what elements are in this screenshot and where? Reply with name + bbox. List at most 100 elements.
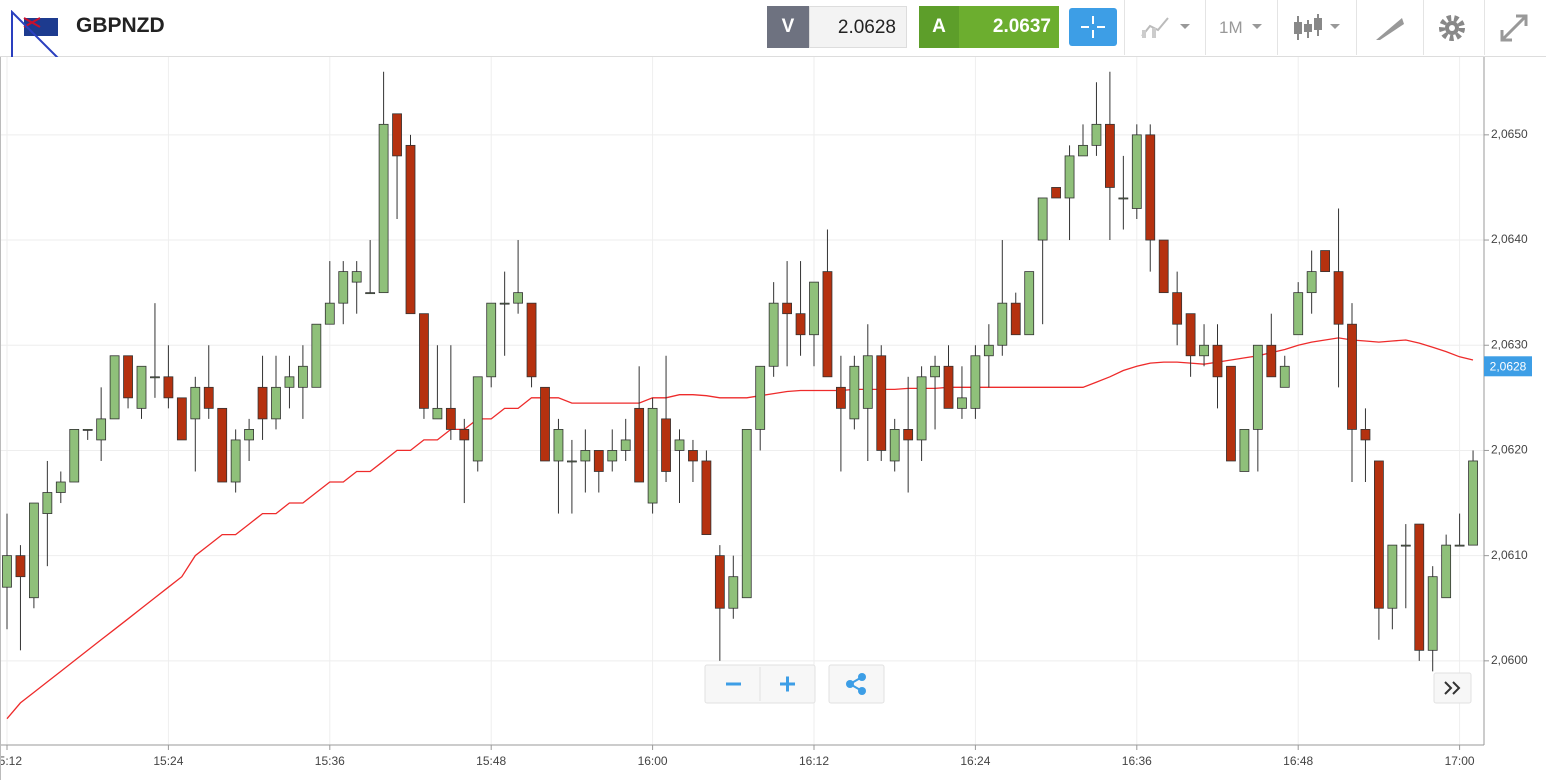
candle-body bbox=[257, 386, 268, 420]
y-tick-label: 2,0630 bbox=[1491, 337, 1528, 351]
bid-price[interactable]: 2.0628 bbox=[809, 6, 907, 48]
candle-body bbox=[1010, 302, 1021, 336]
share-button[interactable] bbox=[828, 664, 885, 704]
candle-body bbox=[836, 386, 846, 409]
candle-body bbox=[1199, 344, 1209, 357]
candle-body bbox=[1024, 271, 1035, 336]
candle-body bbox=[351, 271, 362, 283]
scroll-right-button[interactable] bbox=[1433, 672, 1472, 704]
chart-type-button[interactable] bbox=[1138, 14, 1194, 42]
fullscreen-button[interactable] bbox=[1498, 12, 1530, 44]
candle-body bbox=[1387, 544, 1398, 609]
candle-body bbox=[499, 302, 510, 305]
x-tick-label: 15:12 bbox=[0, 754, 22, 768]
candle-body bbox=[1051, 187, 1061, 199]
candle-body bbox=[782, 302, 792, 315]
candle-body bbox=[432, 407, 443, 420]
candle-body bbox=[1118, 197, 1129, 200]
candle-body bbox=[580, 450, 591, 462]
candle-body bbox=[809, 281, 819, 336]
last-price-label: 2,0628 bbox=[1490, 359, 1527, 373]
candle-body bbox=[943, 365, 954, 409]
ask-price[interactable]: 2.0637 bbox=[959, 6, 1059, 48]
candle-body bbox=[324, 302, 335, 325]
candle-body bbox=[701, 460, 712, 536]
candle-body bbox=[472, 376, 483, 462]
candle-body bbox=[42, 492, 53, 514]
share-icon-dot bbox=[858, 673, 866, 681]
candle-body bbox=[176, 397, 187, 441]
candle-body bbox=[1252, 344, 1263, 430]
separator bbox=[1205, 0, 1206, 55]
candle-body bbox=[526, 302, 537, 378]
candle-body bbox=[1266, 344, 1277, 378]
candle-body bbox=[69, 429, 80, 483]
candle-body bbox=[28, 502, 39, 599]
share-icon-dot bbox=[846, 680, 854, 688]
candle-body bbox=[2, 555, 12, 588]
candle-body bbox=[1158, 239, 1169, 294]
y-tick-label: 2,0600 bbox=[1491, 653, 1528, 667]
candle-body bbox=[768, 302, 779, 367]
crosshair-button[interactable] bbox=[1069, 8, 1117, 46]
separator bbox=[1423, 0, 1424, 55]
candle-body bbox=[297, 365, 308, 388]
share-icon-dot bbox=[858, 687, 866, 695]
candle-body bbox=[1131, 134, 1142, 209]
settings-button[interactable] bbox=[1436, 12, 1468, 44]
candle-body bbox=[540, 386, 550, 462]
separator bbox=[1356, 0, 1357, 55]
candle-body bbox=[15, 555, 26, 578]
x-tick-label: 16:00 bbox=[638, 754, 668, 768]
candle-body bbox=[284, 376, 295, 388]
candle-body bbox=[1212, 344, 1223, 378]
candle-body bbox=[1306, 271, 1317, 294]
candle-body bbox=[1441, 544, 1452, 599]
zoom-in-icon[interactable] bbox=[780, 676, 795, 692]
candle-body bbox=[957, 397, 967, 409]
candle-body bbox=[1374, 460, 1384, 609]
candle-body bbox=[1226, 365, 1236, 462]
candle-body bbox=[392, 113, 402, 157]
bid-label[interactable]: V bbox=[767, 6, 809, 48]
candle-body bbox=[136, 365, 147, 409]
x-tick-label: 15:36 bbox=[315, 754, 345, 768]
x-tick-label: 16:24 bbox=[960, 754, 990, 768]
candle-body bbox=[1347, 323, 1357, 430]
candle-body bbox=[244, 429, 255, 441]
candle-body bbox=[567, 460, 577, 463]
candle-body bbox=[1105, 123, 1115, 188]
timeframe[interactable]: 1M bbox=[1219, 18, 1243, 37]
candle-body bbox=[1293, 292, 1304, 336]
candle-body bbox=[1172, 292, 1183, 325]
y-tick-label: 2,0640 bbox=[1491, 232, 1528, 246]
candle-body bbox=[983, 344, 994, 357]
candle-body bbox=[513, 292, 523, 304]
candle-body bbox=[728, 576, 739, 609]
candle-body bbox=[365, 292, 376, 295]
candle-body bbox=[271, 386, 281, 420]
separator bbox=[1484, 0, 1485, 55]
separator bbox=[1124, 0, 1125, 55]
candle-body bbox=[1468, 460, 1478, 546]
candle-body bbox=[593, 450, 604, 472]
candle-body bbox=[1239, 429, 1250, 472]
candle-body bbox=[459, 429, 470, 441]
candle-body bbox=[1454, 544, 1465, 547]
candle-body bbox=[82, 429, 93, 431]
candle-body bbox=[96, 418, 107, 441]
candle-type-button[interactable] bbox=[1290, 12, 1348, 44]
candle-body bbox=[1414, 523, 1425, 651]
candle-body bbox=[1064, 155, 1075, 199]
candle-body bbox=[217, 407, 228, 483]
draw-button[interactable] bbox=[1372, 12, 1408, 44]
x-tick-label: 17:00 bbox=[1445, 754, 1475, 768]
candle-body bbox=[1427, 576, 1438, 651]
ask-label[interactable]: A bbox=[919, 6, 959, 48]
candle-body bbox=[230, 439, 241, 483]
timeframe-caret[interactable] bbox=[1250, 14, 1266, 42]
candle-body bbox=[1185, 313, 1196, 357]
candle-body bbox=[849, 365, 860, 420]
y-tick-label: 2,0610 bbox=[1491, 548, 1528, 562]
